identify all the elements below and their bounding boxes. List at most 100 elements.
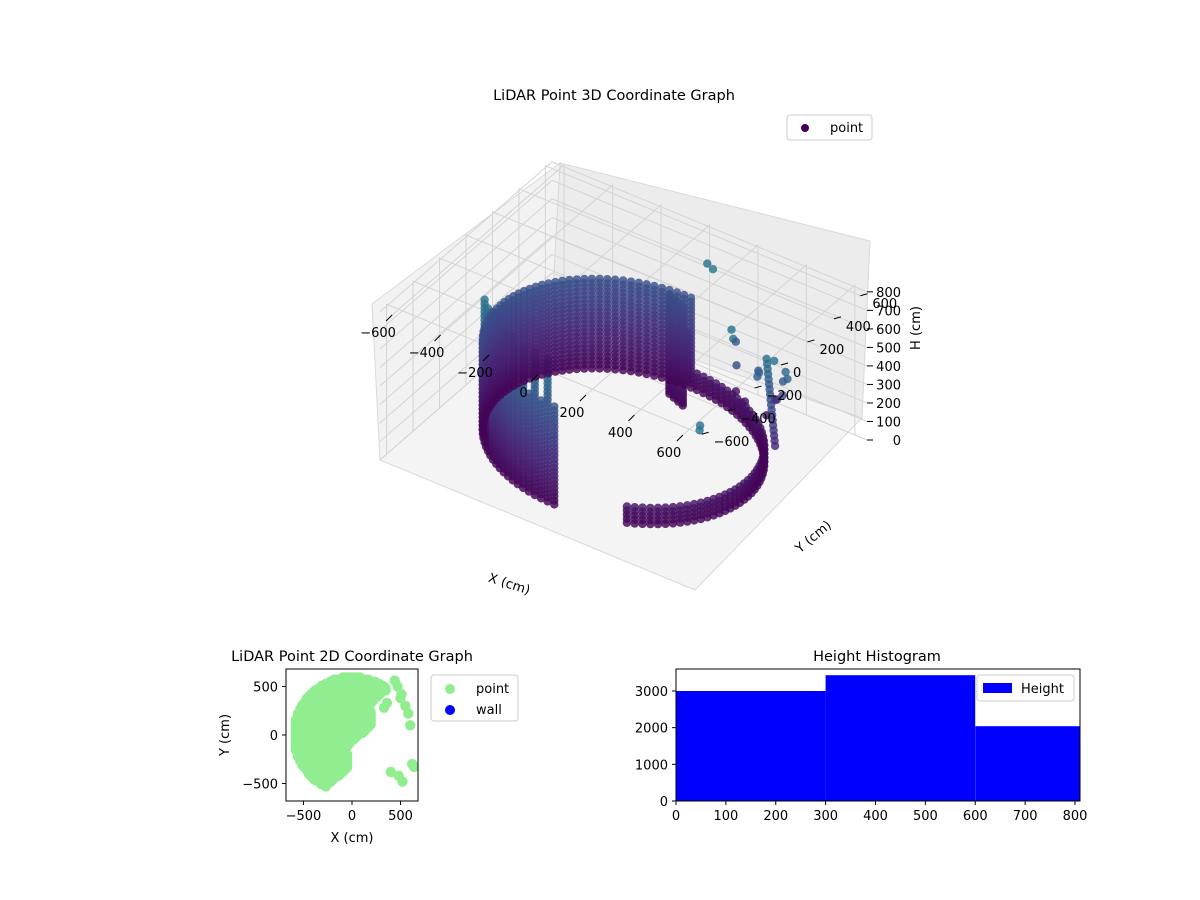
data-point-3d	[638, 503, 647, 512]
data-point-3d	[754, 366, 763, 375]
data-point-3d	[572, 275, 581, 284]
data-point-3d	[531, 282, 540, 291]
data-point-3d	[565, 275, 574, 285]
y-tick-label-3d: −600	[714, 435, 750, 450]
data-point-3d	[692, 369, 702, 378]
x-tick-label-hist: 400	[863, 809, 888, 824]
data-point-3d	[657, 283, 667, 293]
z-tick-label-3d: 600	[876, 323, 901, 338]
histogram-bar	[975, 726, 1080, 801]
y-tick-label-hist: 1000	[635, 758, 668, 773]
y-tick-label-hist: 3000	[635, 685, 668, 700]
y-tick-mark-3d	[860, 293, 868, 297]
grid-line-z	[379, 253, 868, 405]
legend-3d-point-marker	[801, 124, 809, 132]
data-point-3d	[558, 276, 567, 286]
y-tick-mark-3d	[754, 385, 762, 389]
points-2d	[290, 672, 418, 792]
data-point-3d	[762, 411, 771, 420]
data-point-3d	[708, 265, 718, 274]
data-point-3d	[690, 499, 699, 509]
data-point-2d	[389, 675, 400, 686]
x-tick-mark-3d	[579, 394, 587, 402]
y-tick-label-2d: −500	[242, 778, 278, 793]
y-tick-mark-3d	[701, 431, 709, 435]
data-point-3d	[536, 396, 546, 405]
x-tick-label-2d: 500	[388, 809, 413, 824]
data-point-3d	[595, 274, 604, 284]
legend-hist-label: Height	[1021, 682, 1064, 697]
grid-line-y	[518, 188, 835, 339]
y-tick-mark-3d	[807, 339, 815, 343]
x-tick-label-hist: 300	[813, 809, 838, 824]
data-point-3d	[537, 280, 547, 290]
z-tick-label-3d: 800	[876, 286, 901, 301]
y-tick-mark-3d	[727, 408, 736, 412]
plot-2d: LiDAR Point 2D Coordinate Graph −500 0 500…	[218, 649, 519, 846]
legend-3d-point-label: point	[830, 121, 863, 136]
data-point-3d	[672, 288, 681, 297]
z-tick-label-3d: 400	[876, 360, 901, 375]
data-point-3d	[653, 503, 663, 512]
x-tick-label-hist: 200	[763, 809, 788, 824]
z-tick-label-3d: 300	[876, 378, 901, 393]
data-point-3d	[618, 276, 628, 285]
legend-2d-point-marker	[445, 684, 455, 694]
y-tick-label-hist: 2000	[635, 722, 668, 737]
data-point-3d	[665, 285, 674, 295]
legend-2d-wall-marker	[445, 705, 455, 715]
y-tick-label-3d: 400	[846, 320, 871, 335]
x-tick-label-hist: 500	[913, 809, 938, 824]
data-point-3d	[778, 391, 787, 400]
data-point-3d	[695, 421, 705, 430]
data-point-3d	[646, 503, 655, 513]
data-point-2d	[341, 749, 353, 760]
legend-2d-wall-label: wall	[476, 703, 502, 718]
data-point-3d	[770, 356, 779, 366]
y-tick-label-2d: 0	[270, 729, 278, 744]
data-point-3d	[634, 278, 643, 287]
legend-hist: Height	[976, 674, 1075, 702]
x-tick-label-2d: −500	[286, 809, 322, 824]
y-axis-label-2d: Y (cm)	[218, 714, 233, 757]
x-tick-mark-3d	[482, 354, 490, 362]
data-point-3d	[740, 397, 750, 406]
data-point-2d	[405, 720, 416, 731]
data-point-2d	[380, 683, 391, 694]
data-point-3d	[642, 280, 651, 289]
data-point-3d	[626, 277, 636, 286]
data-point-3d	[544, 279, 553, 288]
data-point-3d	[587, 274, 597, 283]
data-point-3d	[683, 501, 692, 510]
x-axis-label-3d: X (cm)	[486, 571, 532, 599]
data-point-3d	[630, 503, 639, 512]
data-point-3d	[661, 503, 670, 512]
data-point-3d	[696, 498, 706, 507]
x-tick-label-3d: 0	[519, 386, 527, 401]
x-tick-label-hist: 700	[1013, 809, 1038, 824]
x-tick-mark-3d	[385, 314, 393, 322]
data-point-3d	[550, 402, 559, 411]
data-point-3d	[551, 277, 560, 287]
data-point-2d	[378, 702, 390, 713]
histogram-bar	[825, 675, 976, 801]
grid-line-z	[379, 235, 868, 387]
x-axis-label-2d: X (cm)	[331, 831, 374, 846]
z-tick-label-3d: 100	[876, 415, 901, 430]
data-point-3d	[668, 502, 678, 512]
x-tick-mark-3d	[531, 374, 538, 382]
data-point-3d	[686, 293, 696, 302]
x-tick-label-3d: −400	[409, 346, 445, 361]
data-point-3d	[770, 441, 780, 451]
z-tick-label-3d: 200	[876, 397, 901, 412]
legend-hist-frame	[976, 674, 1075, 702]
data-point-3d	[771, 395, 780, 405]
data-point-3d	[622, 502, 632, 511]
data-point-3d	[703, 259, 712, 268]
data-point-3d	[731, 387, 741, 396]
data-point-3d	[727, 325, 736, 334]
grid-line-x	[682, 283, 856, 436]
z-tick-label-3d: 0	[893, 434, 901, 449]
x-tick-label-hist: 800	[1063, 809, 1088, 824]
data-point-2d	[403, 708, 414, 719]
